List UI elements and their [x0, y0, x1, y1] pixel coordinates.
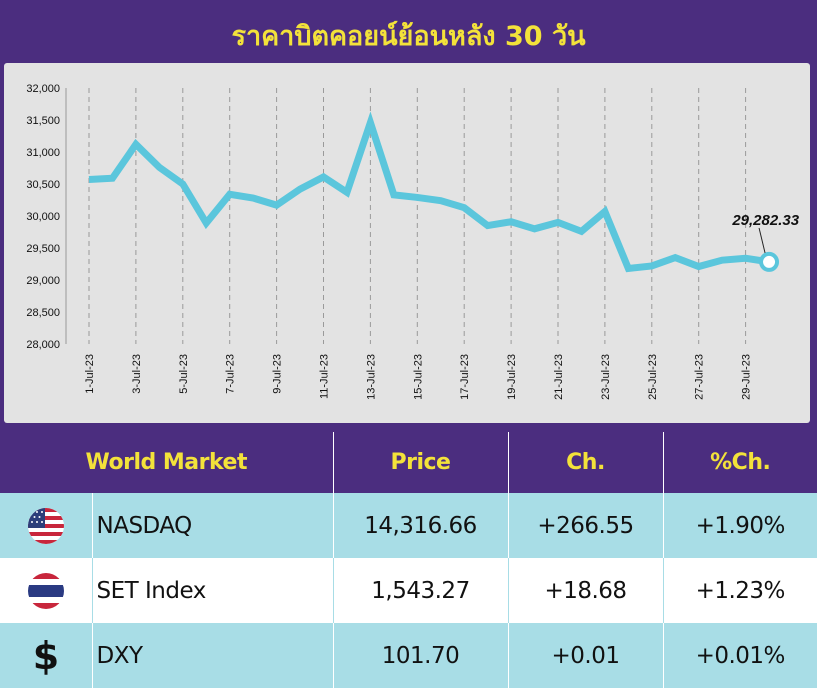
- thai-flag-icon: [28, 573, 64, 609]
- price-line-chart: 28,000 28,500 29,000 29,500 30,000 30,500 31,0…: [0, 0, 817, 432]
- market-price: 1,543.27: [333, 558, 508, 623]
- table-header-row: World Market Price Ch. %Ch.: [0, 432, 817, 493]
- table-row: NASDAQ 14,316.66 +266.55 +1.90%: [0, 493, 817, 558]
- market-name: NASDAQ: [92, 493, 333, 558]
- header-price: Price: [333, 432, 508, 493]
- last-value-label: 29,282.33: [731, 212, 799, 229]
- x-tick-label: 21-Jul-23: [553, 354, 565, 400]
- x-tick-label: 19-Jul-23: [506, 354, 518, 400]
- y-tick-label: 30,500: [26, 179, 60, 191]
- table-row: SET Index 1,543.27 +18.68 +1.23%: [0, 558, 817, 623]
- dollar-icon: $: [33, 634, 59, 678]
- us-flag-icon: [28, 508, 64, 544]
- x-tick-label: 25-Jul-23: [647, 354, 659, 400]
- y-tick-label: 28,500: [26, 307, 60, 319]
- annotation-leader: [759, 228, 765, 253]
- world-market-table: World Market Price Ch. %Ch.: [0, 432, 817, 688]
- y-tick-label: 31,000: [26, 147, 60, 159]
- x-tick-label: 3-Jul-23: [131, 354, 143, 394]
- y-tick-label: 28,000: [26, 339, 60, 351]
- x-tick-label: 17-Jul-23: [459, 354, 471, 400]
- y-tick-label: 29,000: [26, 275, 60, 287]
- x-tick-label: 27-Jul-23: [694, 354, 706, 400]
- table-row: $ DXY 101.70 +0.01 +0.01%: [0, 623, 817, 688]
- x-tick-label: 15-Jul-23: [412, 354, 424, 400]
- x-tick-label: 7-Jul-23: [225, 354, 237, 394]
- y-tick-label: 29,500: [26, 243, 60, 255]
- x-tick-label: 5-Jul-23: [178, 354, 190, 394]
- market-percent-change: +0.01%: [663, 623, 817, 688]
- header-pch: %Ch.: [663, 432, 817, 493]
- market-percent-change: +1.90%: [663, 493, 817, 558]
- market-name: SET Index: [92, 558, 333, 623]
- x-tick-label: 29-Jul-23: [741, 354, 753, 400]
- x-tick-label: 11-Jul-23: [319, 354, 331, 399]
- header-ch: Ch.: [508, 432, 663, 493]
- header-world-market: World Market: [0, 432, 333, 493]
- x-tick-label: 23-Jul-23: [600, 354, 612, 400]
- market-change: +0.01: [508, 623, 663, 688]
- x-tick-label: 13-Jul-23: [365, 354, 377, 400]
- y-tick-label: 31,500: [26, 115, 60, 127]
- market-change: +266.55: [508, 493, 663, 558]
- y-tick-label: 30,000: [26, 211, 60, 223]
- last-point-marker: [761, 254, 777, 270]
- y-tick-label: 32,000: [26, 83, 60, 95]
- market-name: DXY: [92, 623, 333, 688]
- market-price: 14,316.66: [333, 493, 508, 558]
- price-series-line: [89, 123, 769, 269]
- x-tick-label: 9-Jul-23: [272, 354, 284, 394]
- market-percent-change: +1.23%: [663, 558, 817, 623]
- x-tick-label: 1-Jul-23: [84, 354, 96, 394]
- market-price: 101.70: [333, 623, 508, 688]
- market-change: +18.68: [508, 558, 663, 623]
